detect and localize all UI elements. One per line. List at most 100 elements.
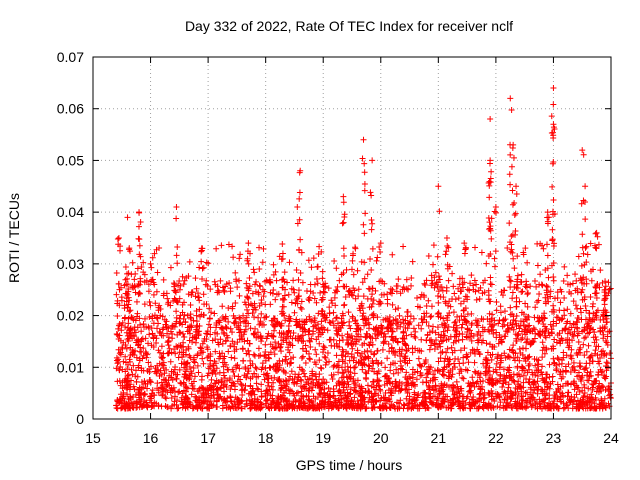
data-point xyxy=(279,241,286,248)
data-point xyxy=(220,329,227,336)
data-point xyxy=(507,304,514,311)
data-point xyxy=(194,352,201,359)
data-point xyxy=(329,300,336,307)
data-point xyxy=(149,387,156,394)
data-point xyxy=(133,378,140,385)
data-point xyxy=(192,275,199,282)
data-point xyxy=(553,314,560,321)
data-point xyxy=(507,151,514,158)
data-point xyxy=(361,180,368,187)
data-point xyxy=(205,365,212,372)
data-point xyxy=(367,255,374,262)
data-point xyxy=(507,181,514,188)
data-point xyxy=(124,214,131,221)
data-point xyxy=(270,379,277,386)
data-point xyxy=(232,269,239,276)
data-point xyxy=(133,298,140,305)
data-point xyxy=(493,369,500,376)
data-point xyxy=(581,352,588,359)
data-point xyxy=(183,384,190,391)
data-point xyxy=(456,402,463,409)
data-point xyxy=(316,357,323,364)
data-point xyxy=(221,353,228,360)
data-point xyxy=(489,351,496,358)
data-point xyxy=(543,241,550,248)
data-point xyxy=(368,217,375,224)
data-point xyxy=(572,367,579,374)
data-point xyxy=(549,129,556,136)
data-point xyxy=(579,147,586,154)
data-point xyxy=(588,352,595,359)
data-point xyxy=(243,314,250,321)
data-point xyxy=(410,325,417,332)
data-point xyxy=(240,318,247,325)
data-point xyxy=(300,353,307,360)
data-point xyxy=(219,405,226,412)
data-point xyxy=(584,251,591,258)
data-point xyxy=(483,260,490,267)
data-point xyxy=(260,245,267,252)
data-point xyxy=(272,339,279,346)
data-point xyxy=(466,383,473,390)
data-point xyxy=(592,290,599,297)
data-point xyxy=(130,400,137,407)
data-point xyxy=(550,135,557,142)
data-point xyxy=(237,380,244,387)
y-tick-label: 0.06 xyxy=(57,101,84,117)
data-point xyxy=(514,272,521,279)
data-point xyxy=(114,378,121,385)
data-point xyxy=(326,336,333,343)
y-tick-label: 0.05 xyxy=(57,152,84,168)
data-point xyxy=(316,340,323,347)
data-point xyxy=(273,291,280,298)
data-point xyxy=(459,374,466,381)
data-point xyxy=(185,273,192,280)
data-point xyxy=(361,169,368,176)
data-point xyxy=(242,382,249,389)
data-point xyxy=(299,332,306,339)
data-point xyxy=(316,376,323,383)
data-point xyxy=(203,259,210,266)
data-point xyxy=(423,277,430,284)
data-point xyxy=(567,310,574,317)
data-point xyxy=(539,354,546,361)
data-point xyxy=(382,394,389,401)
data-point xyxy=(427,390,434,397)
data-point xyxy=(486,182,493,189)
data-point xyxy=(350,250,357,257)
data-point xyxy=(176,286,183,293)
data-point xyxy=(195,369,202,376)
data-point xyxy=(399,316,406,323)
data-point xyxy=(167,358,174,365)
data-point xyxy=(138,379,145,386)
data-point xyxy=(140,259,147,266)
data-point xyxy=(136,348,143,355)
data-point xyxy=(147,302,154,309)
data-point xyxy=(435,273,442,280)
data-point xyxy=(308,318,315,325)
data-point xyxy=(136,236,143,243)
data-point xyxy=(397,319,404,326)
data-point xyxy=(352,295,359,302)
data-point xyxy=(572,271,579,278)
data-point xyxy=(404,405,411,412)
data-point xyxy=(477,378,484,385)
data-point xyxy=(125,372,132,379)
data-point xyxy=(527,400,534,407)
data-point xyxy=(163,380,170,387)
data-point xyxy=(271,351,278,358)
data-point xyxy=(340,386,347,393)
data-point xyxy=(113,291,120,298)
data-point xyxy=(174,405,181,412)
data-point xyxy=(356,336,363,343)
data-point xyxy=(377,397,384,404)
data-point xyxy=(286,349,293,356)
data-point xyxy=(499,384,506,391)
data-point xyxy=(457,300,464,307)
data-point xyxy=(313,299,320,306)
data-point xyxy=(511,212,518,219)
y-tick-label: 0.02 xyxy=(57,308,84,324)
data-point xyxy=(588,268,595,275)
data-point xyxy=(258,366,265,373)
data-point xyxy=(237,251,244,258)
